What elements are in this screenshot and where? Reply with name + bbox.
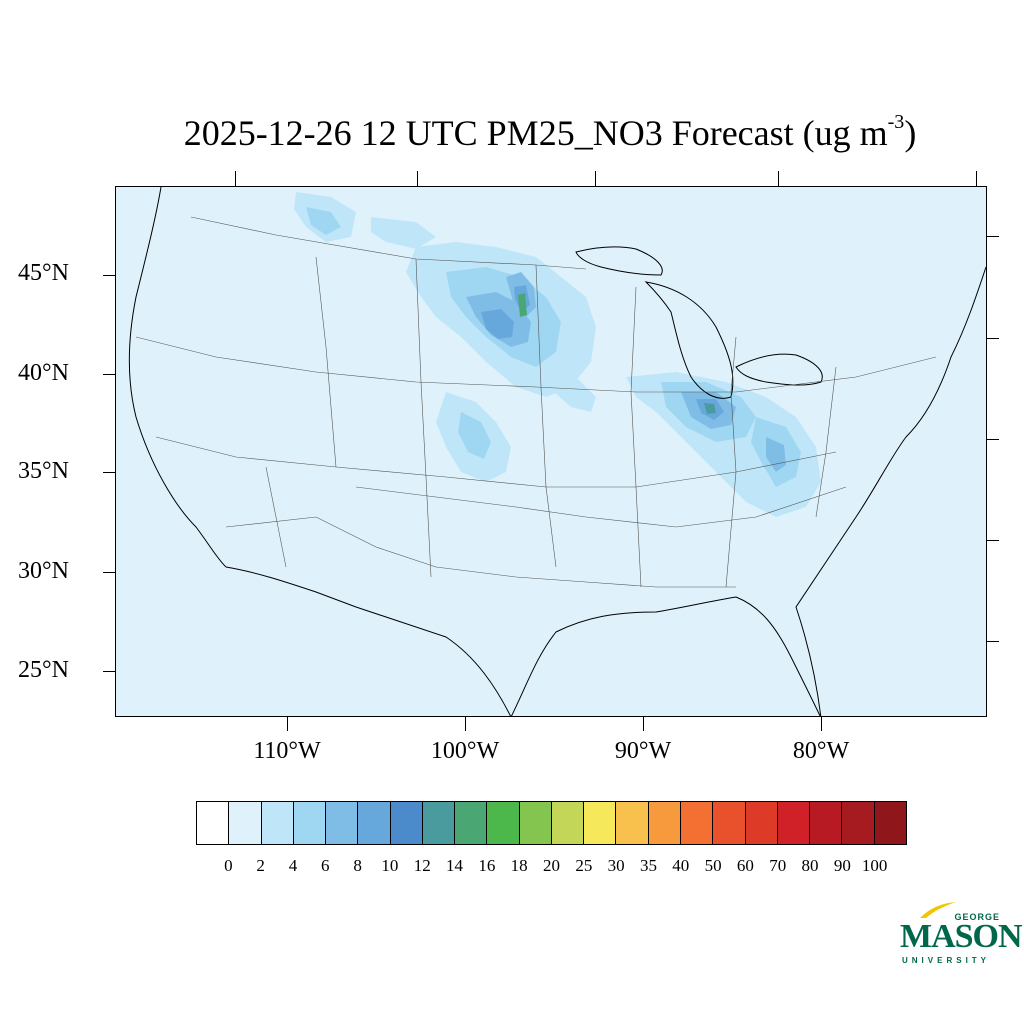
colorbar-label: 40 bbox=[672, 856, 690, 875]
lat-tick-45 bbox=[103, 275, 115, 276]
lon-label-80: 80°W bbox=[792, 738, 850, 764]
colorbar-swatch bbox=[197, 802, 230, 844]
lat-tick-35 bbox=[103, 472, 115, 473]
colorbar-label: 70 bbox=[769, 856, 787, 875]
logo-line-2: MASON bbox=[900, 918, 1023, 955]
lon-tick-80 bbox=[821, 717, 822, 731]
lat-label-35: 35°N bbox=[18, 458, 69, 484]
lon-label-100: 100°W bbox=[430, 738, 500, 764]
colorbar-swatch bbox=[326, 802, 359, 844]
logo-line-1: GEORGE bbox=[954, 912, 1000, 922]
colorbar-label: 30 bbox=[607, 856, 625, 875]
swoosh-icon bbox=[920, 902, 956, 918]
lat-tick-25 bbox=[103, 671, 115, 672]
colorbar-swatch bbox=[455, 802, 488, 844]
title-superscript: -3 bbox=[887, 111, 905, 133]
top-tick-1 bbox=[235, 171, 236, 186]
coastlines-and-borders bbox=[128, 187, 986, 716]
colorbar bbox=[196, 801, 907, 845]
plume-central-plains bbox=[436, 367, 596, 482]
colorbar-label: 14 bbox=[446, 856, 464, 875]
lon-tick-90 bbox=[643, 717, 644, 731]
colorbar-label: 100 bbox=[861, 856, 888, 875]
colorbar-swatch bbox=[680, 802, 714, 844]
colorbar-label: 8 bbox=[353, 856, 362, 875]
right-tick-1 bbox=[987, 236, 999, 237]
colorbar-swatch bbox=[390, 802, 423, 844]
lat-label-30: 30°N bbox=[18, 558, 69, 584]
colorbar-swatch bbox=[293, 802, 327, 844]
colorbar-label: 12 bbox=[413, 856, 431, 875]
right-tick-5 bbox=[987, 641, 999, 642]
colorbar-label: 60 bbox=[736, 856, 754, 875]
colorbar-label: 50 bbox=[704, 856, 722, 875]
colorbar-swatch bbox=[358, 802, 391, 844]
title-close: ) bbox=[904, 113, 917, 153]
colorbar-swatch bbox=[487, 802, 520, 844]
colorbar-swatch bbox=[874, 802, 906, 844]
colorbar-label: 10 bbox=[381, 856, 399, 875]
colorbar-label: 25 bbox=[575, 856, 593, 875]
colorbar-swatch bbox=[519, 802, 552, 844]
lon-tick-110 bbox=[287, 717, 288, 731]
right-tick-2 bbox=[987, 338, 999, 339]
colorbar-swatch bbox=[584, 802, 617, 844]
concentration-field bbox=[294, 192, 821, 517]
colorbar-swatch bbox=[842, 802, 875, 844]
colorbar-swatch bbox=[810, 802, 843, 844]
colorbar-swatch bbox=[261, 802, 294, 844]
map-canvas bbox=[128, 187, 986, 716]
colorbar-label: 2 bbox=[256, 856, 265, 875]
lat-label-25: 25°N bbox=[18, 657, 69, 683]
title-text: 2025-12-26 12 UTC PM25_NO3 Forecast (ug … bbox=[183, 113, 888, 153]
top-tick-4 bbox=[778, 171, 779, 186]
lat-tick-40 bbox=[103, 374, 115, 375]
plume-northern-plains bbox=[406, 242, 596, 397]
colorbar-swatch bbox=[551, 802, 585, 844]
colorbar-label: 0 bbox=[224, 856, 233, 875]
colorbar-swatch bbox=[745, 802, 778, 844]
colorbar-swatch bbox=[713, 802, 746, 844]
lat-label-45: 45°N bbox=[18, 260, 69, 286]
colorbar-swatch bbox=[422, 802, 456, 844]
top-tick-3 bbox=[595, 171, 596, 186]
top-tick-2 bbox=[417, 171, 418, 186]
colorbar-swatch bbox=[229, 802, 262, 844]
state-borders bbox=[135, 216, 937, 588]
right-tick-3 bbox=[987, 439, 999, 440]
colorbar-swatch bbox=[648, 802, 681, 844]
colorbar-label: 20 bbox=[543, 856, 560, 875]
top-tick-5 bbox=[976, 171, 977, 186]
colorbar-label: 6 bbox=[321, 856, 330, 875]
forecast-map bbox=[115, 186, 987, 717]
colorbar-swatch bbox=[616, 802, 649, 844]
right-tick-4 bbox=[987, 540, 999, 541]
lat-label-40: 40°N bbox=[18, 360, 69, 386]
lon-label-110: 110°W bbox=[253, 738, 321, 764]
colorbar-label: 80 bbox=[801, 856, 819, 875]
colorbar-label: 90 bbox=[833, 856, 851, 875]
colorbar-label: 18 bbox=[510, 856, 528, 875]
colorbar-label: 16 bbox=[478, 856, 496, 875]
chart-title: 2025-12-26 12 UTC PM25_NO3 Forecast (ug … bbox=[0, 111, 1024, 154]
lon-label-90: 90°W bbox=[614, 738, 672, 764]
plume-northwest bbox=[294, 192, 436, 249]
colorbar-label: 35 bbox=[639, 856, 657, 875]
plume-great-lakes bbox=[626, 372, 821, 517]
lat-tick-30 bbox=[103, 572, 115, 573]
george-mason-logo: GEORGE MASON UNIVERSITY bbox=[898, 900, 1023, 970]
logo-line-3: UNIVERSITY bbox=[902, 956, 991, 965]
lon-tick-100 bbox=[465, 717, 466, 731]
colorbar-label: 4 bbox=[288, 856, 298, 875]
colorbar-swatch bbox=[777, 802, 811, 844]
